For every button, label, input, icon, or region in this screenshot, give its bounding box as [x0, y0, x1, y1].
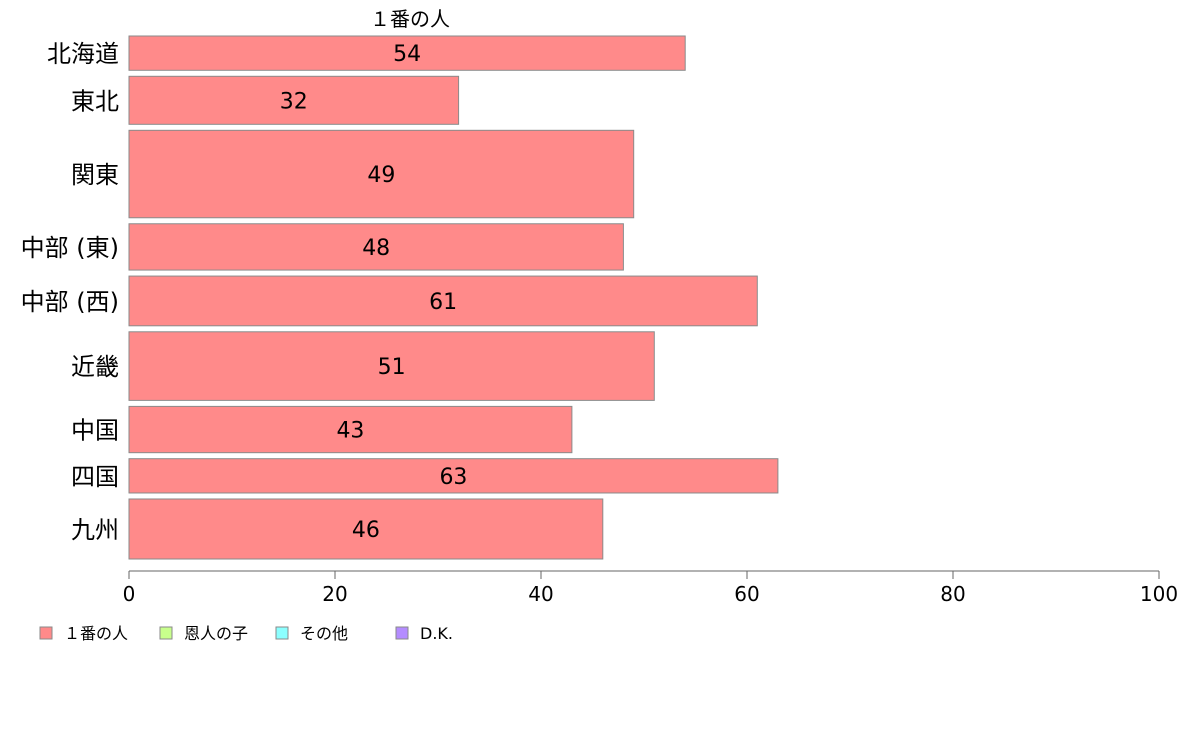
series-header-label: １番の人 — [370, 7, 450, 31]
data-label-row-2: 32 — [280, 89, 308, 114]
data-label-row-3: 49 — [367, 163, 395, 188]
category-label-9: 九州 — [71, 516, 119, 544]
legend-label-3: その他 — [300, 624, 348, 643]
legend-label-2: 恩人の子 — [184, 624, 248, 643]
data-label-row-9: 46 — [352, 518, 380, 543]
bar-segment-1-row-4 — [128, 223, 624, 271]
category-label-7: 中国 — [71, 417, 119, 445]
legend-label-4: D.K. — [420, 624, 453, 643]
legend-swatch-4 — [395, 626, 409, 640]
bar-segment-1-row-6 — [128, 331, 655, 401]
x-tick-label-40: 40 — [528, 582, 553, 606]
bar-segment-1-row-2 — [128, 75, 460, 125]
bars-layer: 54 32 49 48 61 51 43 63 46 — [128, 35, 779, 560]
legend-swatch-3 — [275, 626, 289, 640]
data-label-row-6: 51 — [378, 355, 406, 380]
data-label-row-5: 61 — [429, 290, 457, 315]
bar-segment-1-row-3 — [128, 129, 635, 219]
bar-segment-1-row-8 — [128, 458, 779, 494]
data-label-row-7: 43 — [336, 419, 364, 444]
category-label-3: 関東 — [71, 161, 119, 189]
x-tick-label-20: 20 — [322, 582, 347, 606]
data-label-row-1: 54 — [393, 42, 421, 67]
legend-swatch-2 — [159, 626, 173, 640]
legend-label-1: １番の人 — [64, 624, 128, 643]
category-label-1: 北海道 — [47, 40, 119, 68]
category-label-6: 近畿 — [71, 353, 119, 381]
category-label-5: 中部 (西) — [21, 288, 119, 316]
x-tick-label-80: 80 — [940, 582, 965, 606]
bar-segment-1-row-7 — [128, 405, 573, 454]
category-label-4: 中部 (東) — [21, 234, 119, 262]
legend-swatch-1 — [39, 626, 53, 640]
bar-segment-1-row-1 — [128, 35, 686, 71]
bar-segment-1-row-9 — [128, 498, 604, 560]
legend: １番の人 恩人の子 その他 D.K. — [39, 624, 453, 643]
x-tick-label-100: 100 — [1140, 582, 1178, 606]
data-label-row-4: 48 — [362, 236, 390, 261]
category-label-8: 四国 — [71, 463, 119, 491]
x-tick-label-0: 0 — [123, 582, 136, 606]
category-label-2: 東北 — [71, 87, 119, 115]
data-label-row-8: 63 — [439, 465, 467, 490]
x-tick-label-60: 60 — [734, 582, 759, 606]
x-axis: 0 20 40 60 80 100 — [123, 570, 1178, 606]
bar-segment-1-row-5 — [128, 275, 758, 327]
